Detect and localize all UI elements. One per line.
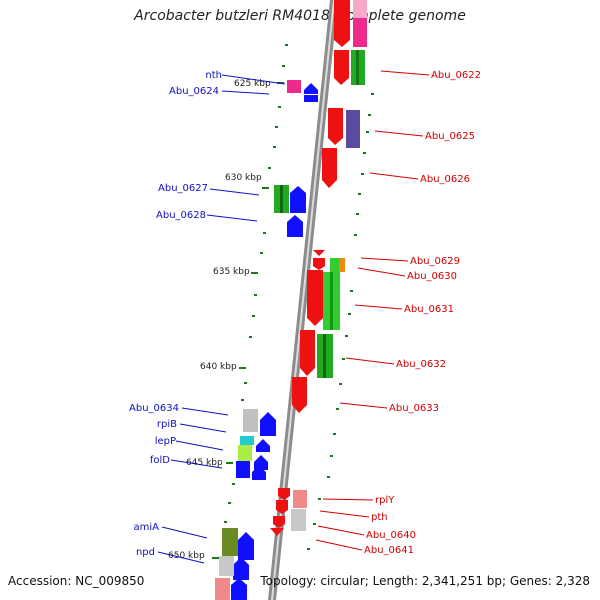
gene-label-pth[interactable]: pth [371, 512, 388, 523]
gene-label-abu-0632[interactable]: Abu_0632 [396, 359, 446, 370]
gene-arrow [252, 466, 266, 480]
gene-label-abu-0634[interactable]: Abu_0634 [129, 403, 179, 414]
gene-label-rpib[interactable]: rpiB [157, 419, 177, 430]
gene-arrow [256, 439, 270, 452]
gene-label-abu-0622[interactable]: Abu_0622 [431, 70, 481, 81]
kbp-label-635: 635 kbp [213, 267, 250, 277]
kbp-label-630: 630 kbp [225, 173, 262, 183]
forward-category-bars [215, 80, 301, 600]
gene-arrow [300, 330, 315, 376]
gene-arrow [273, 516, 285, 528]
backbone-highlight [271, 0, 335, 600]
kbp-label-640: 640 kbp [200, 362, 237, 372]
topology-text: Topology: circular; Length: 2,341,251 bp… [260, 574, 590, 588]
forward-strand-genes [231, 83, 318, 600]
genome-title: Arcobacter butzleri RM4018, complete gen… [134, 8, 466, 24]
gene-label-abu-0640[interactable]: Abu_0640 [366, 530, 416, 541]
kbp-label-650: 650 kbp [168, 551, 205, 561]
gene-arrow [287, 215, 303, 237]
outer-tick-marks [307, 93, 374, 550]
gene-arrow [290, 186, 306, 213]
gene-label-rply[interactable]: rplY [375, 495, 395, 506]
gene-arrow [304, 95, 318, 102]
gene-label-abu-0628[interactable]: Abu_0628 [156, 210, 206, 221]
reverse-strand-genes [270, 0, 350, 536]
reverse-category-bars [291, 0, 367, 531]
gene-label-nth[interactable]: nth [205, 70, 222, 81]
gene-arrow [231, 578, 247, 600]
gene-label-lepp[interactable]: lepP [155, 436, 176, 447]
gene-arrow [276, 500, 288, 514]
gene-arrow [313, 250, 325, 256]
gene-label-abu-0627[interactable]: Abu_0627 [158, 183, 208, 194]
left-label-lines [157, 74, 286, 564]
gene-label-abu-0630[interactable]: Abu_0630 [407, 271, 457, 282]
gene-arrow [313, 258, 325, 270]
kbp-label-625: 625 kbp [234, 79, 271, 89]
gene-arrow [304, 83, 318, 94]
gene-arrow [233, 557, 249, 580]
gene-arrow [307, 270, 323, 326]
gene-label-abu-0641[interactable]: Abu_0641 [364, 545, 414, 556]
gene-label-amia[interactable]: amiA [134, 522, 160, 533]
gene-label-abu-0625[interactable]: Abu_0625 [425, 131, 475, 142]
gene-arrow [334, 0, 350, 47]
gene-arrow [322, 148, 337, 188]
gene-label-fold[interactable]: folD [150, 455, 170, 466]
gene-label-abu-0629[interactable]: Abu_0629 [410, 256, 460, 267]
gene-arrow [278, 488, 290, 500]
gene-arrow [334, 50, 349, 85]
kbp-major-ticks [212, 82, 284, 559]
kbp-label-645: 645 kbp [186, 458, 223, 468]
inner-tick-marks [224, 44, 288, 523]
gene-arrow [292, 377, 307, 413]
gene-label-abu-0624[interactable]: Abu_0624 [169, 86, 219, 97]
gene-arrow [270, 528, 284, 536]
gene-label-abu-0633[interactable]: Abu_0633 [389, 403, 439, 414]
gene-label-npd[interactable]: npd [136, 547, 155, 558]
gene-arrow [238, 532, 254, 560]
gene-label-abu-0626[interactable]: Abu_0626 [420, 174, 470, 185]
gene-arrow [260, 412, 276, 436]
gene-arrow [254, 455, 268, 470]
accession-text: Accession: NC_009850 [8, 574, 145, 588]
gene-arrow [328, 108, 343, 145]
gene-label-abu-0631[interactable]: Abu_0631 [404, 304, 454, 315]
right-label-lines [315, 70, 430, 551]
